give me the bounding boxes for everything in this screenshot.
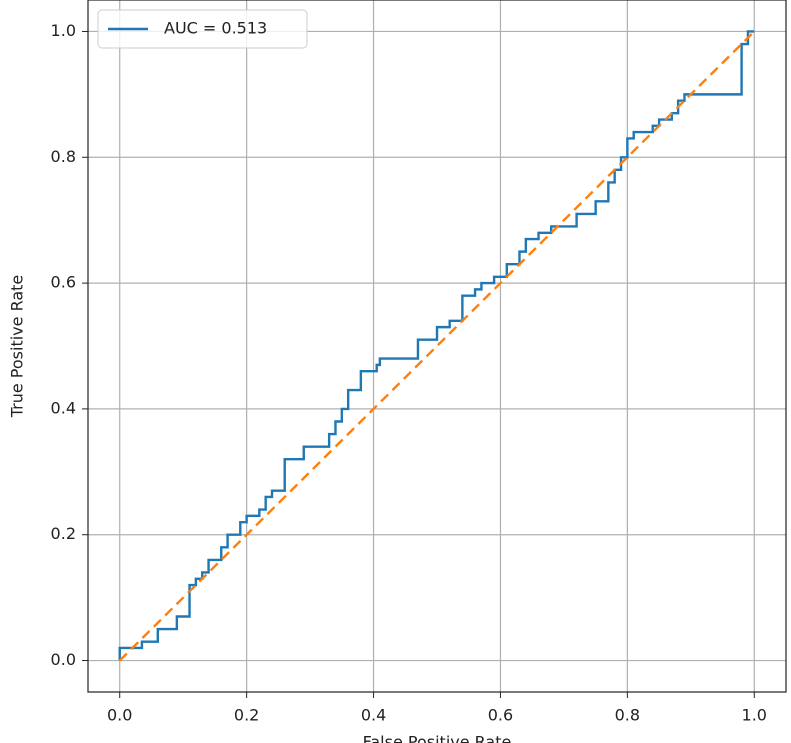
y-tick-label: 0.2 — [51, 524, 76, 543]
grid — [88, 0, 786, 692]
x-tick-label: 0.2 — [234, 706, 259, 725]
y-tick-label: 1.0 — [51, 21, 76, 40]
y-tick-label: 0.6 — [51, 273, 76, 292]
series-line — [118, 30, 755, 661]
ticks: 0.0 0.2 0.4 0.6 0.8 1.0 0.0 0.2 0.4 0.6 0.8 1.0 — [51, 21, 767, 725]
legend: AUC = 0.513 — [97, 9, 308, 49]
legend-box — [97, 9, 308, 49]
y-tick-label: 0.0 — [51, 650, 76, 669]
x-tick-label: 0.4 — [361, 706, 386, 725]
x-tick-label: 0.6 — [488, 706, 513, 725]
y-axis-label: True Positive Rate — [8, 275, 27, 419]
x-tick-label: 0.0 — [107, 706, 132, 725]
x-axis-label: False Positive Rate — [363, 733, 512, 743]
series-line — [118, 30, 756, 662]
x-tick-label: 1.0 — [742, 706, 767, 725]
y-tick-label: 0.8 — [51, 147, 76, 166]
x-tick-label: 0.8 — [615, 706, 640, 725]
axes-frame — [87, 0, 787, 693]
legend-label: AUC = 0.513 — [164, 19, 267, 38]
lines — [118, 30, 756, 662]
y-tick-label: 0.4 — [51, 398, 76, 417]
